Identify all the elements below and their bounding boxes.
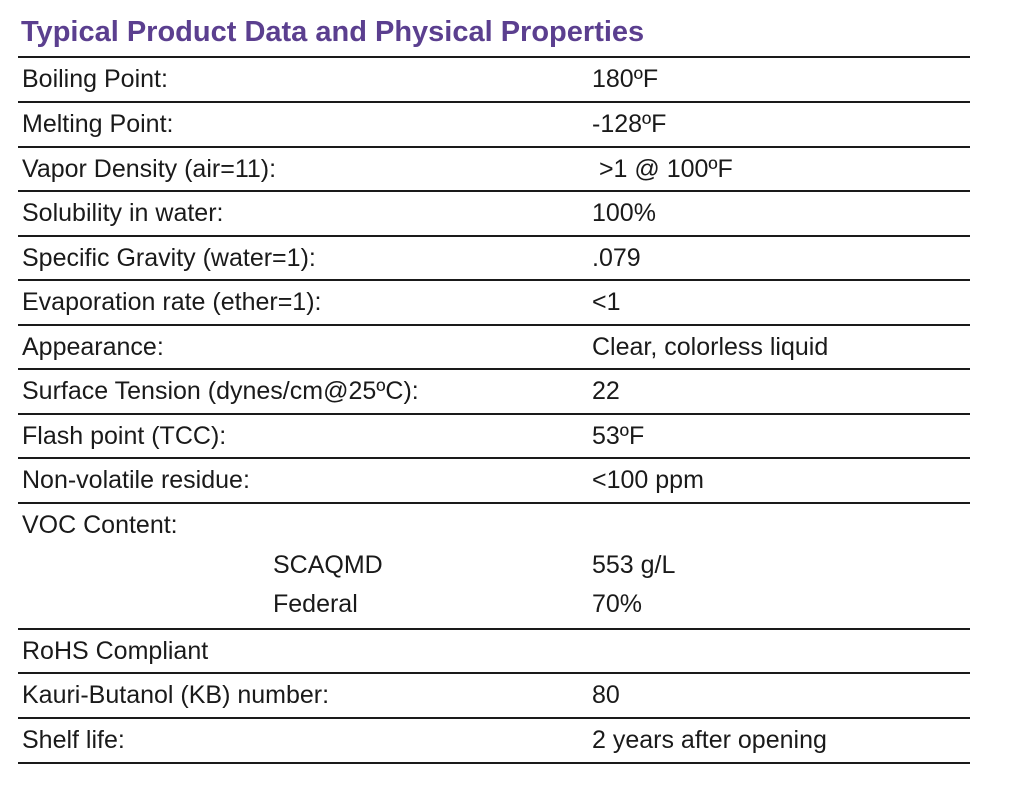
property-value: Clear, colorless liquid [592,332,829,361]
voc-sub-label: Federal [273,590,358,618]
table-row: Flash point (TCC): 53ºF [18,415,970,459]
voc-sub-value: 553 g/L [592,551,676,579]
property-value: 180ºF [592,65,659,93]
voc-content-section: VOC Content: SCAQMD 553 g/L Federal 70% [18,504,970,630]
property-label: Vapor Density (air=11): [22,154,277,183]
property-label: Kauri-Butanol (KB) number: [22,681,330,709]
property-value: 2 years after opening [592,726,827,754]
table-row: Evaporation rate (ether=1): <1 [18,281,970,326]
table-row: Appearance: Clear, colorless liquid [18,326,970,370]
page-title: Typical Product Data and Physical Proper… [21,16,645,48]
table-row: RoHS Compliant [18,630,970,674]
property-label: Specific Gravity (water=1): [22,243,316,272]
table-row: Specific Gravity (water=1): .079 [18,237,970,281]
table-row: Melting Point: -128ºF [18,103,970,148]
table-row: Solubility in water: 100% [18,192,970,237]
voc-content-label: VOC Content: [22,511,178,539]
property-value: 80 [592,681,620,709]
property-label: Solubility in water: [22,199,224,227]
table-row: Surface Tension (dynes/cm@25ºC): 22 [18,370,970,415]
property-value: 100% [592,199,656,227]
property-value: -128ºF [592,110,667,138]
properties-table: Boiling Point: 180ºF Melting Point: -128… [18,56,970,764]
product-data-sheet: Typical Product Data and Physical Proper… [18,10,970,764]
table-row: Non-volatile residue: <100 ppm [18,459,970,504]
table-row: Kauri-Butanol (KB) number: 80 [18,674,970,719]
property-label: Shelf life: [22,726,125,754]
property-value: 22 [592,377,620,405]
table-row: Shelf life: 2 years after opening [18,719,970,764]
property-label: Evaporation rate (ether=1): [22,288,322,316]
property-value: >1 @ 100ºF [592,154,733,183]
property-value: 53ºF [592,421,645,450]
property-label: Flash point (TCC): [22,421,227,450]
property-label: Non-volatile residue: [22,466,250,494]
property-label: RoHS Compliant [22,636,209,665]
property-label: Melting Point: [22,110,174,138]
property-label: Boiling Point: [22,65,168,93]
property-value: .079 [592,243,641,272]
voc-row: Federal 70% [18,585,970,624]
voc-row: SCAQMD 553 g/L [18,546,970,585]
property-label: Surface Tension (dynes/cm@25ºC): [22,377,419,405]
property-value: <100 ppm [592,466,704,494]
voc-sub-value: 70% [592,590,643,618]
property-label: Appearance: [22,332,164,361]
table-row: Vapor Density (air=11): >1 @ 100ºF [18,148,970,192]
property-value: <1 [592,288,621,316]
table-row: Boiling Point: 180ºF [18,58,970,103]
voc-sub-label: SCAQMD [273,551,383,579]
